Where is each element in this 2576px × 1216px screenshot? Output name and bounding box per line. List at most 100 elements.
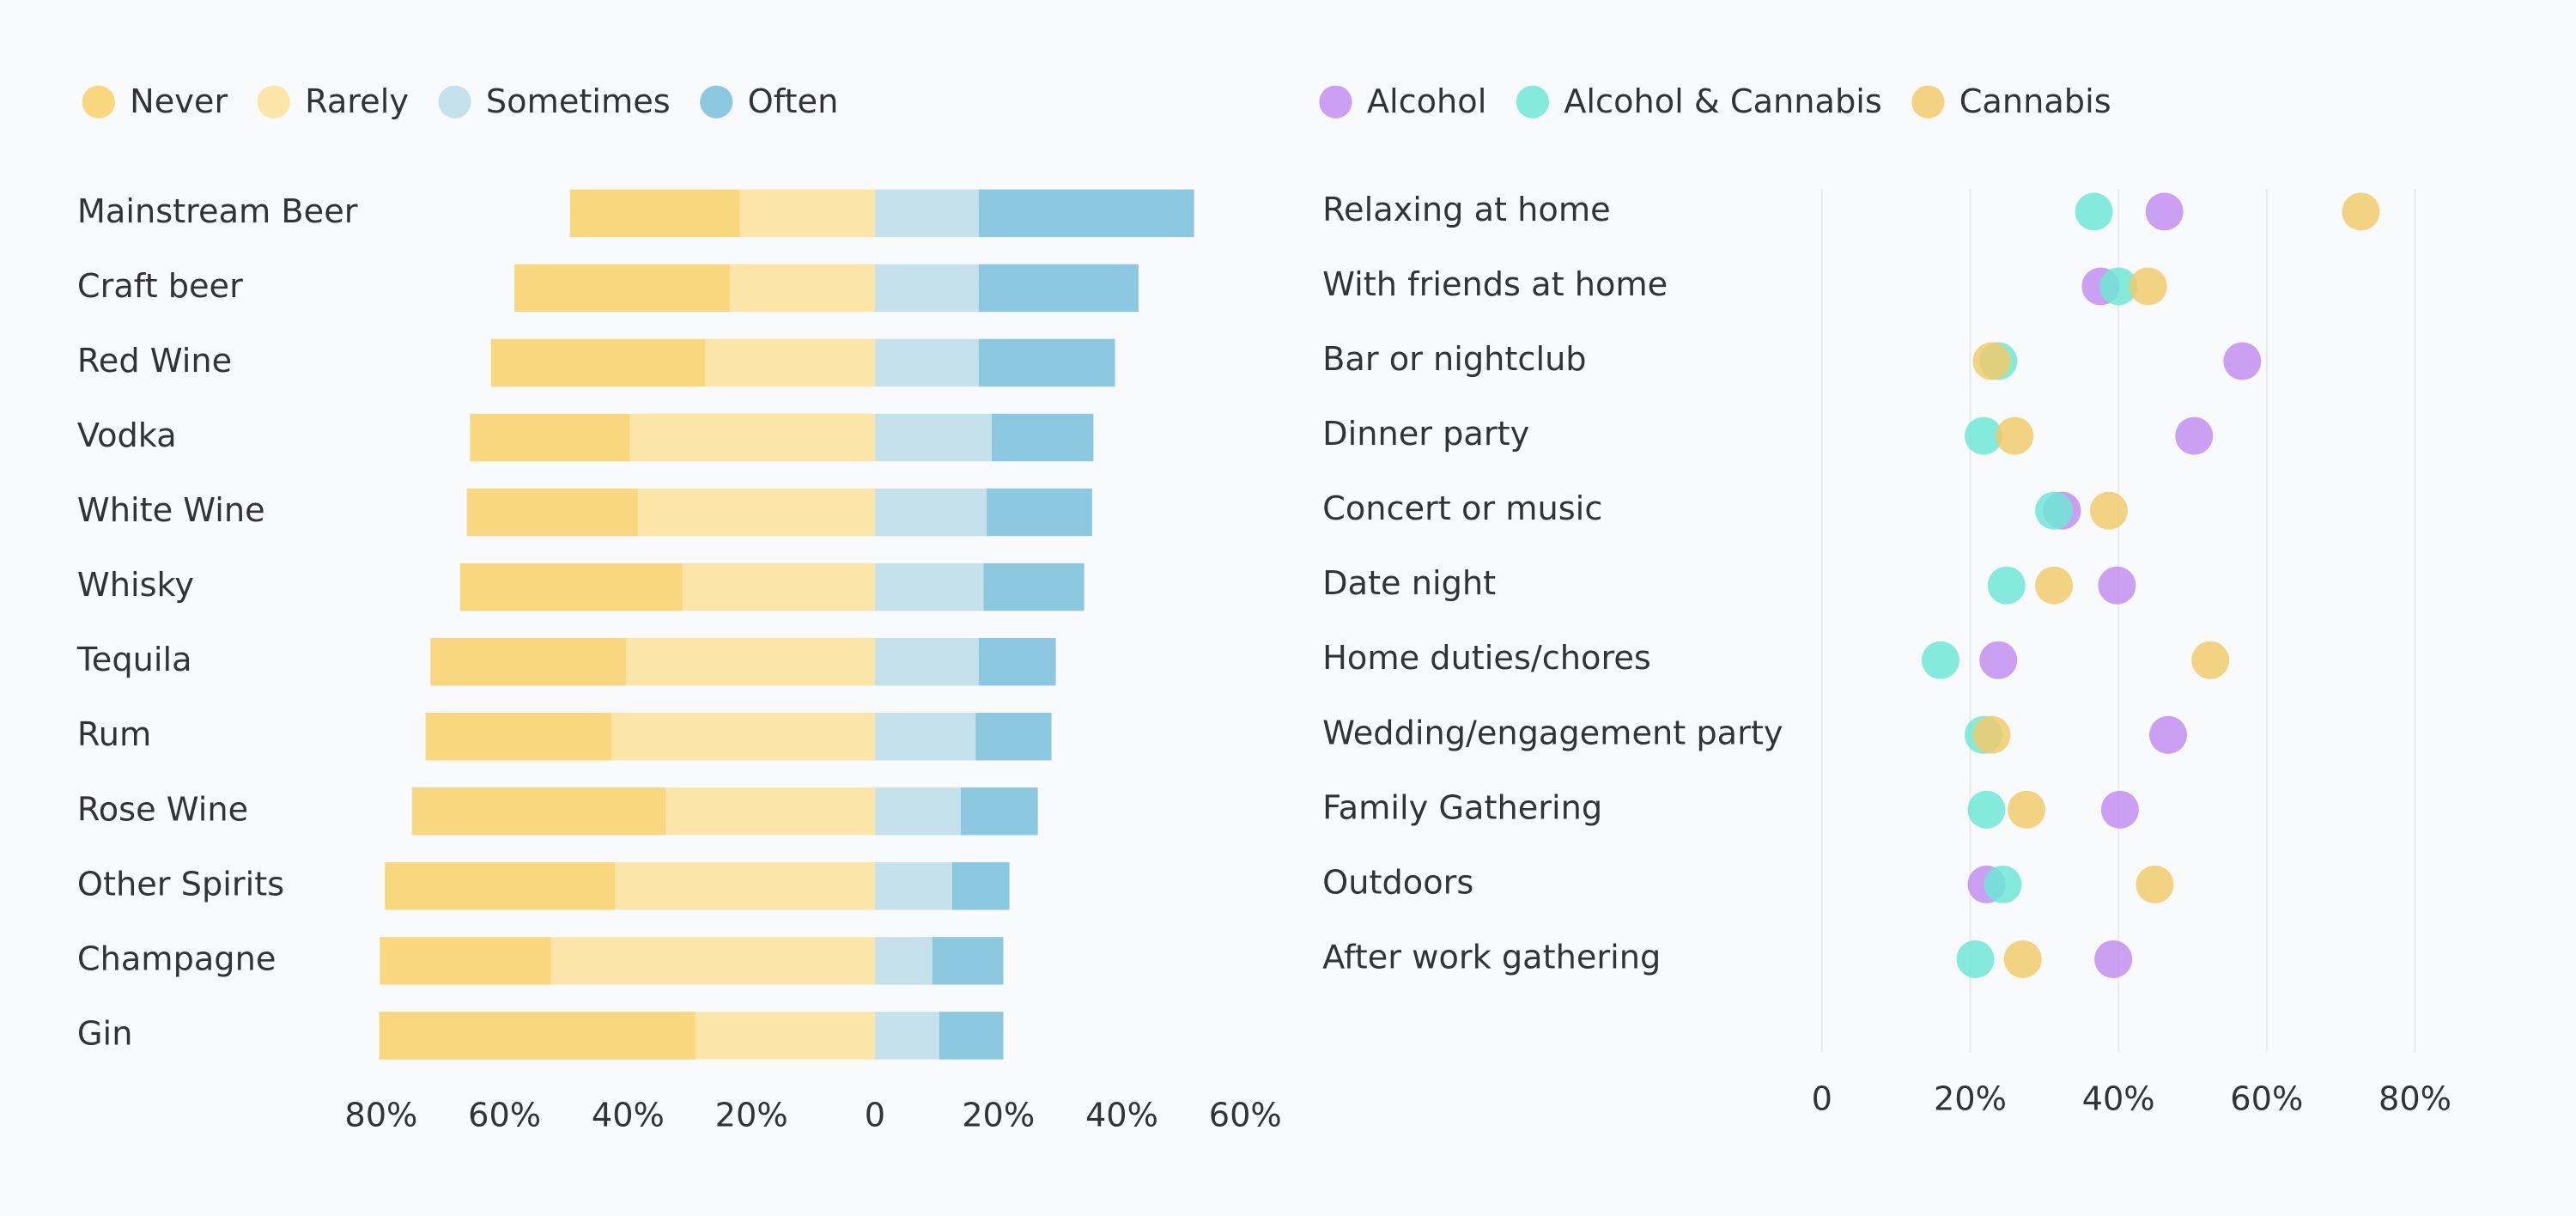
dot <box>2035 566 2074 605</box>
bar-segment <box>695 1012 875 1060</box>
bar-segment <box>637 488 875 537</box>
dot <box>2191 641 2230 679</box>
bar-segment <box>874 488 987 537</box>
category-label: Outdoors <box>1322 863 1473 902</box>
category-label: Dinner party <box>1322 415 1529 453</box>
bar-segment <box>430 637 627 686</box>
bar-segment <box>629 413 875 462</box>
bar-segment <box>978 264 1139 313</box>
x-tick-label: 40% <box>1085 1097 1158 1135</box>
bar-segment <box>951 862 1010 910</box>
dot <box>1979 641 2018 679</box>
bar-segment <box>411 787 666 836</box>
bar-segment <box>626 637 875 686</box>
bar-segment <box>874 712 976 761</box>
legend-label: Cannabis <box>1959 82 2111 121</box>
category-label: Wedding/engagement party <box>1322 714 1783 752</box>
bar-segment <box>978 338 1115 387</box>
category-label: Gin <box>77 1014 133 1053</box>
bar-segment <box>978 189 1194 238</box>
bar-segment <box>874 1012 939 1060</box>
legend-marker <box>82 85 115 119</box>
legend-label: Alcohol & Cannabis <box>1564 82 1882 121</box>
bar-segment <box>550 937 875 985</box>
dot <box>1921 641 1959 679</box>
category-label: Champagne <box>77 939 276 978</box>
x-tick-label: 0 <box>1812 1079 1832 1118</box>
bar-segment <box>975 712 1052 761</box>
x-tick-label: 80% <box>344 1097 417 1135</box>
category-label: Rose Wine <box>77 790 248 829</box>
bar-segment <box>514 264 731 313</box>
bar-segment <box>874 787 961 836</box>
legend-marker <box>1911 85 1945 119</box>
dot <box>2223 342 2262 380</box>
x-tick-label: 40% <box>2082 1079 2155 1118</box>
dot <box>1965 416 2003 455</box>
bar-segment <box>665 787 875 836</box>
bar-segment <box>466 488 638 537</box>
bar-segment <box>379 1012 696 1060</box>
bar-segment <box>874 264 979 313</box>
bar-segment <box>730 264 875 313</box>
dot <box>1984 865 2022 903</box>
bar-segment <box>991 413 1094 462</box>
bar-segment <box>874 562 984 611</box>
dot <box>2148 715 2188 754</box>
x-tick-label: 80% <box>2379 1079 2451 1118</box>
dot <box>2008 790 2046 829</box>
x-tick-label: 60% <box>468 1097 541 1135</box>
bar-segment <box>569 189 740 238</box>
category-label: After work gathering <box>1322 938 1661 976</box>
dot <box>2098 566 2136 605</box>
x-tick-label: 20% <box>1934 1079 2007 1118</box>
category-label: Tequila <box>76 641 192 679</box>
dot <box>1956 939 1995 978</box>
legend-label: Sometimes <box>486 82 671 121</box>
legend-label: Rarely <box>305 82 409 121</box>
dot <box>1967 790 2006 829</box>
dot <box>2035 491 2074 530</box>
dot <box>2342 192 2380 231</box>
bar-segment <box>380 937 551 985</box>
category-label: Relaxing at home <box>1322 191 1610 229</box>
category-label: Bar or nightclub <box>1322 340 1586 379</box>
bar-segment <box>611 712 875 761</box>
dot <box>2175 416 2214 455</box>
category-label: Home duties/chores <box>1322 639 1651 678</box>
dot <box>1987 566 2026 605</box>
category-label: Other Spirits <box>77 865 284 903</box>
dot <box>2099 267 2138 306</box>
dot <box>2003 939 2042 978</box>
dot <box>1996 416 2034 455</box>
dot <box>2136 865 2174 903</box>
category-label: Concert or music <box>1322 489 1602 528</box>
legend-label: Never <box>130 82 228 121</box>
category-label: Rum <box>77 715 151 754</box>
x-tick-label: 20% <box>715 1097 788 1135</box>
dot <box>2145 192 2184 231</box>
dot <box>2094 939 2133 978</box>
bar-segment <box>960 787 1038 836</box>
dot <box>2075 192 2113 231</box>
category-label: Family Gathering <box>1322 788 1602 827</box>
legend-marker <box>700 85 733 119</box>
bar-segment <box>874 413 992 462</box>
legend-marker <box>438 85 471 119</box>
bar-segment <box>682 562 875 611</box>
x-tick-label: 0 <box>865 1097 885 1135</box>
bar-segment <box>987 488 1092 537</box>
category-label: White Wine <box>77 491 265 530</box>
bar-segment <box>932 937 1004 985</box>
bar-segment <box>615 862 875 910</box>
bar-segment <box>983 562 1084 611</box>
category-label: Date night <box>1322 564 1496 603</box>
bar-segment <box>874 937 933 985</box>
bar-segment <box>705 338 875 387</box>
category-label: Craft beer <box>77 267 243 306</box>
bar-segment <box>874 637 979 686</box>
x-tick-label: 40% <box>592 1097 665 1135</box>
dot <box>2089 491 2128 530</box>
legend-label: Often <box>748 82 839 121</box>
